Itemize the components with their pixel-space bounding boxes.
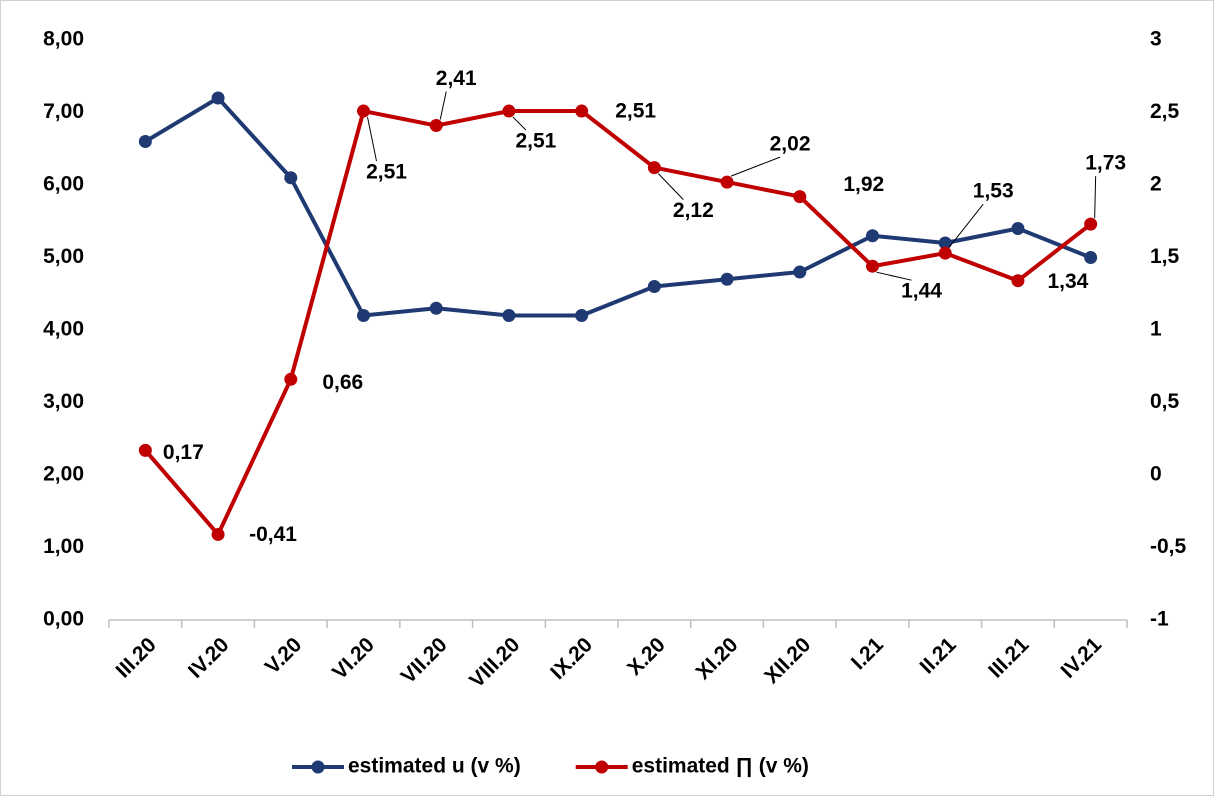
data-label: 1,92: [843, 173, 884, 196]
legend-label: estimated u (v %): [348, 755, 521, 778]
data-label: -0,41: [249, 523, 297, 546]
data-label: 2,12: [673, 199, 714, 222]
y-tick-label: 5,00: [43, 245, 84, 268]
marker: [938, 246, 952, 260]
y2-tick-label: 1,5: [1150, 245, 1180, 268]
y-tick-label: 0,00: [43, 608, 84, 631]
y-tick-label: 1,00: [43, 535, 84, 558]
y2-tick-label: -0,5: [1150, 535, 1187, 558]
y2-tick-label: 0,5: [1150, 390, 1180, 413]
marker: [502, 104, 516, 118]
y2-tick-label: 3: [1150, 28, 1162, 51]
data-label: 2,02: [770, 133, 811, 156]
y2-tick-label: 2,5: [1150, 100, 1180, 123]
marker: [720, 175, 734, 189]
marker: [1011, 222, 1025, 235]
leader-line: [730, 156, 781, 177]
marker: [357, 309, 370, 322]
y-tick-label: 2,00: [43, 463, 84, 486]
leader-line: [512, 116, 527, 131]
y-tick-label: 8,00: [43, 28, 84, 51]
marker: [1084, 217, 1098, 231]
marker: [138, 135, 152, 148]
legend-marker: [311, 760, 325, 774]
y-tick-label: 3,00: [43, 390, 84, 413]
y2-tick-label: 0: [1150, 463, 1162, 486]
leader-line: [1094, 176, 1097, 219]
marker: [647, 280, 661, 293]
marker: [793, 265, 807, 279]
marker: [357, 104, 370, 118]
leader-line: [948, 203, 984, 248]
marker: [866, 259, 879, 273]
data-label: 0,17: [163, 441, 204, 464]
marker: [429, 119, 443, 133]
y-tick-label: 4,00: [43, 318, 84, 341]
series-line: [144, 96, 1092, 318]
marker: [211, 527, 225, 541]
y2-tick-label: 1: [1150, 318, 1162, 341]
leader-line: [876, 271, 912, 281]
data-label: 0,66: [322, 371, 363, 394]
marker: [647, 161, 661, 175]
data-label: 2,51: [366, 161, 407, 184]
marker: [284, 372, 298, 386]
marker: [284, 171, 298, 185]
legend-marker: [595, 760, 609, 774]
legend-label: estimated ∏ (v %): [632, 755, 809, 778]
marker: [793, 190, 807, 204]
data-label: 2,51: [515, 130, 556, 153]
y2-tick-label: 2: [1150, 173, 1162, 196]
marker: [211, 91, 225, 105]
data-label: 1,44: [901, 280, 942, 303]
marker: [938, 236, 952, 250]
data-label: 2,41: [436, 67, 477, 90]
marker: [502, 309, 516, 322]
data-label: 1,73: [1085, 152, 1126, 175]
series-line: [143, 109, 1092, 537]
y-tick-label: 6,00: [43, 173, 84, 196]
marker: [720, 272, 734, 286]
data-label: 1,34: [1047, 270, 1088, 293]
data-label: 2,51: [615, 100, 656, 123]
y2-tick-label: -1: [1150, 608, 1169, 631]
marker: [575, 104, 589, 118]
marker: [1011, 274, 1025, 288]
leader-line: [657, 173, 684, 200]
marker: [138, 443, 152, 457]
marker: [1084, 251, 1098, 264]
marker: [575, 309, 589, 322]
marker: [429, 301, 443, 315]
leader-line: [439, 91, 447, 120]
leader-line: [367, 116, 377, 162]
data-label: 1,53: [973, 180, 1014, 203]
y-tick-label: 7,00: [43, 100, 84, 123]
marker: [866, 229, 879, 243]
